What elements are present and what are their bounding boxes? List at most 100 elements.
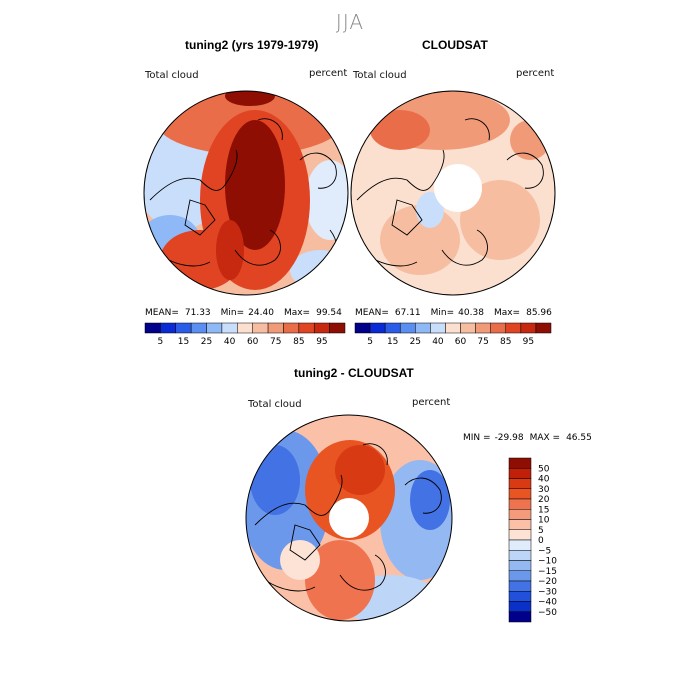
colorbar-difference-tick-label: 30	[538, 485, 550, 495]
colorbar-difference-tick-label: 0	[538, 536, 544, 546]
colorbar-difference-tick-label: 50	[538, 464, 550, 474]
panel-2-min-label: Min=	[430, 308, 455, 318]
colorbar-difference-tick-label: −20	[538, 577, 557, 587]
diff-units: percent	[412, 397, 451, 408]
colorbar-difference-swatch	[508, 591, 532, 602]
colorbar-cloudsat-swatch	[475, 322, 491, 334]
colorbar-cloudsat-swatch	[520, 322, 537, 334]
colorbar-difference-swatch	[508, 539, 532, 551]
colorbar-cloudsat-tick-label: 25	[410, 337, 421, 347]
colorbar-difference-tick-label: −10	[538, 557, 557, 567]
colorbar-model: 5 15 25 40 60 75 85 95	[144, 322, 346, 347]
colorbar-difference-tick-label: 5	[538, 526, 544, 536]
colorbar-difference-tick-label: 15	[538, 505, 549, 515]
colorbar-cloudsat-swatch	[460, 322, 476, 334]
colorbar-cloudsat-tick-label: 60	[455, 337, 467, 347]
season-title: JJA	[335, 10, 365, 34]
panel-1-max: 99.54	[316, 308, 342, 318]
colorbar-difference-swatch	[508, 498, 532, 510]
colorbar-model-swatch	[160, 322, 177, 334]
colorbar-difference-swatch	[508, 468, 532, 479]
colorbar-cloudsat-tick-label: 40	[432, 337, 444, 347]
diff-max-label: MAX =	[529, 433, 561, 443]
colorbar-model-swatch	[144, 322, 161, 334]
colorbar-cloudsat-tick-label: 85	[500, 337, 511, 347]
map-difference	[246, 415, 452, 621]
diff-variable: Total cloud	[248, 399, 302, 410]
panel-2-max: 85.96	[526, 308, 552, 318]
map-model	[144, 91, 348, 295]
colorbar-difference-tick-label: −50	[538, 608, 557, 618]
colorbar-model-swatch	[221, 322, 238, 334]
colorbar-difference-swatch	[508, 478, 532, 489]
colorbar-difference-swatch	[508, 570, 532, 582]
colorbar-model-tick-label: 5	[158, 337, 164, 347]
colorbar-difference-swatch	[508, 560, 532, 571]
colorbar-model-swatch	[252, 322, 269, 334]
colorbar-difference-swatch	[508, 601, 532, 612]
colorbar-cloudsat-swatch	[384, 322, 401, 334]
colorbar-cloudsat-swatch	[354, 322, 371, 334]
colorbar-cloudsat-swatch	[490, 322, 507, 334]
colorbar-model-tick-label: 40	[224, 337, 236, 347]
panel-2-mean: 67.11	[394, 308, 421, 318]
panel-1-mean: 71.33	[184, 308, 211, 318]
panel-1-mean-label: MEAN=	[145, 308, 179, 318]
colorbar-cloudsat-swatch	[430, 322, 446, 334]
colorbar-cloudsat-tick-label: 75	[477, 337, 488, 347]
colorbar-difference-swatch	[508, 611, 532, 623]
panel-1-stats: MEAN= 71.33 Min= 24.40 Max= 99.54	[145, 308, 342, 318]
colorbar-model-swatch	[190, 322, 207, 334]
panel-2-title: CLOUDSAT	[422, 38, 488, 52]
diff-min: -29.98	[494, 433, 524, 443]
colorbar-cloudsat-swatch	[535, 322, 552, 334]
colorbar-difference-swatch	[508, 580, 532, 592]
colorbar-difference-swatch	[508, 550, 532, 561]
panel-1-units: percent	[309, 68, 348, 79]
colorbar-cloudsat-swatch	[415, 322, 431, 334]
colorbar-difference-swatch	[508, 457, 532, 469]
panel-2-units: percent	[516, 68, 555, 79]
colorbar-model-tick-label: 85	[293, 337, 304, 347]
colorbar-difference-tick-label: 40	[538, 475, 550, 485]
panel-2-variable: Total cloud	[353, 70, 407, 81]
colorbar-model-swatch	[298, 322, 315, 334]
colorbar-cloudsat-tick-label: 5	[367, 337, 373, 347]
colorbar-model-swatch	[206, 322, 223, 334]
colorbar-model-swatch	[329, 322, 346, 334]
colorbar-model-tick-label: 75	[270, 337, 281, 347]
colorbar-model-swatch	[175, 322, 192, 334]
colorbar-cloudsat-swatch	[505, 322, 522, 334]
panel-1-variable: Total cloud	[145, 70, 199, 81]
panel-1-max-label: Max=	[283, 308, 311, 318]
colorbar-model-swatch	[237, 322, 253, 334]
colorbar-cloudsat-swatch	[445, 322, 461, 334]
panel-1-min: 24.40	[248, 308, 274, 318]
colorbar-difference-swatch	[508, 509, 532, 520]
colorbar-difference-tick-label: −40	[538, 598, 557, 608]
colorbar-model-tick-label: 25	[201, 337, 212, 347]
colorbar-difference-tick-label: −5	[538, 546, 551, 556]
panel-2-max-label: Max=	[493, 308, 521, 318]
panel-2-stats: MEAN= 67.11 Min= 40.38 Max= 85.96	[355, 308, 552, 318]
colorbar-cloudsat-swatch	[369, 322, 386, 334]
panel-2-mean-label: MEAN=	[355, 308, 389, 318]
colorbar-model-swatch	[313, 322, 330, 334]
diff-max: 46.55	[566, 433, 592, 443]
panel-1-min-label: Min=	[220, 308, 245, 318]
colorbar-model-swatch	[267, 322, 284, 334]
colorbar-difference-tick-label: 10	[538, 516, 550, 526]
panel-1-title: tuning2 (yrs 1979-1979)	[185, 38, 319, 52]
diff-minmax: MIN = -29.98 MAX = 46.55	[463, 433, 592, 443]
colorbar-cloudsat-tick-label: 95	[523, 337, 534, 347]
colorbar-model-tick-label: 60	[247, 337, 259, 347]
colorbar-difference-swatch	[508, 519, 532, 530]
panel-2-min: 40.38	[458, 308, 484, 318]
colorbar-difference-tick-label: −15	[538, 567, 557, 577]
colorbar-difference-tick-label: −30	[538, 587, 557, 597]
coastlines-difference	[254, 443, 442, 592]
colorbar-cloudsat-tick-label: 15	[387, 337, 398, 347]
colorbar-model-tick-label: 95	[316, 337, 327, 347]
